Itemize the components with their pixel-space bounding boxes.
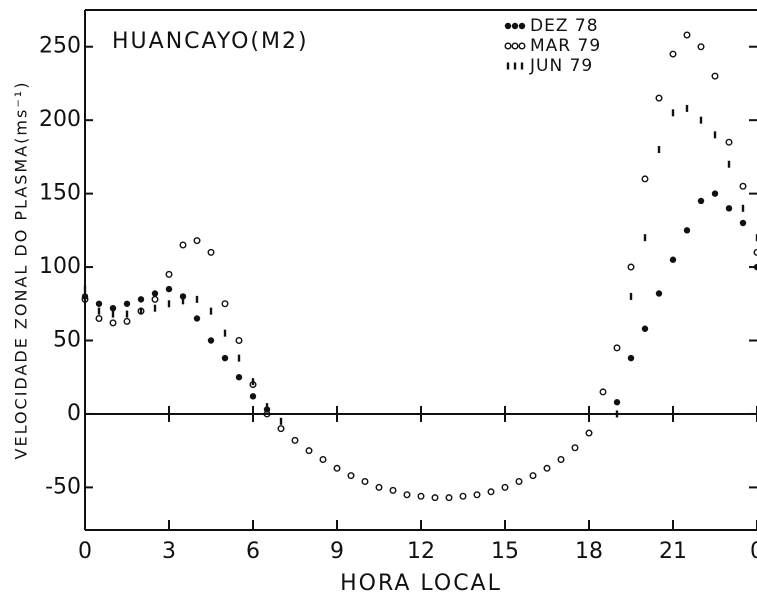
- data-point: [95, 300, 103, 307]
- data-point: [683, 31, 691, 39]
- data-point: [151, 290, 159, 297]
- y-tick-label: 100: [39, 254, 81, 279]
- data-point: [305, 447, 313, 455]
- data-point: [263, 410, 271, 418]
- data-point: [627, 263, 635, 271]
- data-point: [109, 304, 117, 312]
- y-axis-title: VELOCIDADE ZONAL DO PLASMA(ms⁻¹): [12, 81, 31, 460]
- data-point: [753, 248, 757, 256]
- data-point: [235, 337, 243, 345]
- legend-marker: [511, 22, 519, 30]
- data-point: [697, 43, 705, 51]
- data-point: [333, 464, 341, 472]
- data-point: [725, 138, 733, 146]
- data-point: [179, 241, 187, 249]
- legend-label: JUN 79: [529, 56, 593, 76]
- data-point: [473, 491, 481, 499]
- x-tick-label: 0: [78, 539, 92, 564]
- data-point: [585, 429, 593, 437]
- x-tick-label: 21: [659, 539, 687, 564]
- data-point: [683, 227, 691, 234]
- data-point: [277, 425, 285, 433]
- x-tick-label: 0: [750, 539, 757, 564]
- data-point: [529, 472, 537, 480]
- data-point: [613, 399, 621, 406]
- data-point: [431, 494, 439, 502]
- data-point: [417, 492, 425, 500]
- data-point: [361, 478, 369, 486]
- data-point: [711, 190, 719, 197]
- x-axis-title: HORA LOCAL: [340, 571, 502, 596]
- data-point: [543, 464, 551, 472]
- data-point: [697, 197, 705, 205]
- data-point: [109, 319, 117, 327]
- data-point: [179, 293, 187, 300]
- x-tick-label: 9: [330, 539, 344, 564]
- x-tick-label: 15: [491, 539, 519, 564]
- data-point: [137, 296, 145, 303]
- data-point: [655, 290, 663, 297]
- legend-label: DEZ 78: [530, 16, 599, 36]
- legend-marker: [518, 22, 526, 30]
- legend-marker: [518, 42, 526, 50]
- data-point: [571, 444, 579, 452]
- data-point: [193, 237, 201, 245]
- y-tick-label: 50: [53, 328, 81, 353]
- data-point: [249, 393, 257, 400]
- data-point: [641, 175, 649, 183]
- data-point: [403, 491, 411, 499]
- y-tick-label: 150: [39, 181, 81, 206]
- data-point: [739, 182, 747, 190]
- legend-marker: [511, 42, 519, 50]
- data-point: [599, 388, 607, 396]
- legend-label: MAR 79: [530, 36, 601, 56]
- data-point: [459, 492, 467, 500]
- x-tick-label: 18: [575, 539, 603, 564]
- data-point: [207, 337, 215, 344]
- data-point: [753, 263, 757, 271]
- data-point: [347, 472, 355, 480]
- x-tick-label: 6: [246, 539, 260, 564]
- data-point: [95, 314, 103, 322]
- y-tick-label: 200: [39, 107, 81, 132]
- y-tick-label: 0: [67, 401, 81, 426]
- data-point: [123, 317, 131, 325]
- data-point: [655, 94, 663, 102]
- data-point: [487, 488, 495, 496]
- data-point: [445, 494, 453, 502]
- data-point: [165, 270, 173, 278]
- data-point: [515, 478, 523, 486]
- y-tick-label: -50: [45, 474, 81, 499]
- x-tick-label: 12: [407, 539, 435, 564]
- data-point: [739, 219, 747, 227]
- data-point: [81, 295, 89, 303]
- data-point: [613, 344, 621, 352]
- data-point: [627, 354, 635, 362]
- data-point: [291, 436, 299, 444]
- y-tick-label: 250: [39, 34, 81, 59]
- data-point: [151, 295, 159, 303]
- data-point: [235, 374, 243, 381]
- data-point: [711, 72, 719, 80]
- legend-marker: [504, 42, 512, 50]
- data-point: [557, 455, 565, 463]
- data-point: [221, 300, 229, 308]
- data-point: [725, 205, 733, 212]
- data-point: [501, 483, 509, 491]
- data-point: [669, 50, 677, 58]
- data-point: [165, 285, 173, 293]
- x-tick-label: 3: [162, 539, 176, 564]
- data-point: [207, 248, 215, 256]
- data-point: [319, 455, 327, 463]
- chart-title: HUANCAYO(M2): [112, 29, 309, 54]
- data-point: [641, 325, 649, 332]
- data-point: [375, 483, 383, 491]
- data-point: [193, 315, 201, 322]
- legend-marker: [504, 22, 512, 30]
- data-point: [669, 256, 677, 263]
- data-point: [221, 354, 229, 362]
- data-point: [389, 486, 397, 494]
- data-point: [123, 300, 131, 307]
